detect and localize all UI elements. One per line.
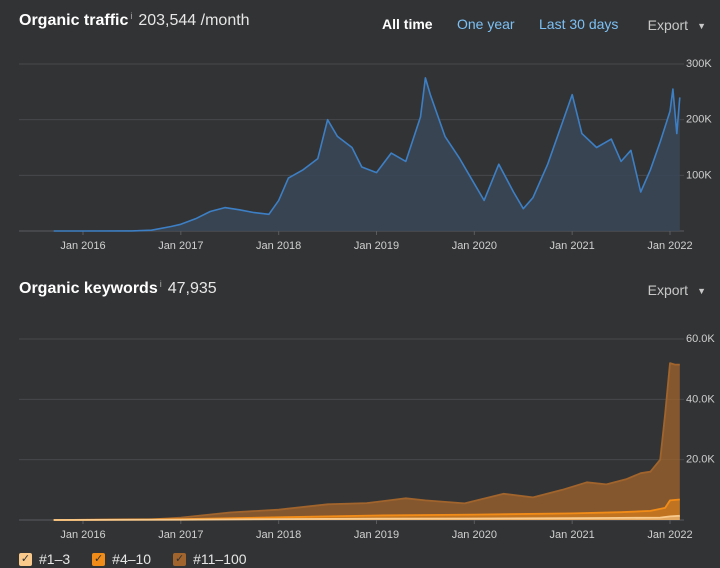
range-all-time[interactable]: All time: [382, 16, 433, 32]
x-tick-label: Jan 2022: [647, 529, 692, 541]
x-tick-label: Jan 2022: [647, 240, 692, 252]
traffic-value: 203,544 /month: [138, 12, 250, 29]
keywords-header: Organic keywords i 47,935: [19, 279, 217, 308]
x-tick-label: Jan 2019: [354, 240, 399, 252]
legend-label: #4–10: [112, 551, 152, 567]
keywords-chart: 20.0K 40.0K 60.0K Jan 2016 Jan 2017 Jan 2018 J…: [19, 333, 715, 541]
x-tick-label: Jan 2021: [550, 240, 595, 252]
traffic-chart: 100K 200K 300K Jan 2016 Jan 2017 Jan 2018 Jan …: [19, 58, 712, 252]
x-tick-label: Jan 2021: [550, 529, 595, 541]
legend-label: #1–3: [39, 551, 71, 567]
x-tick-label: Jan 2018: [256, 240, 301, 252]
x-tick-label: Jan 2018: [256, 529, 301, 541]
traffic-area: [53, 77, 680, 232]
x-tick-label: Jan 2016: [60, 240, 105, 252]
info-icon[interactable]: i: [130, 11, 133, 21]
y-tick-label: 300K: [686, 58, 712, 70]
traffic-export-label: Export: [647, 17, 689, 33]
x-tick-label: Jan 2017: [158, 529, 203, 541]
info-icon[interactable]: i: [159, 279, 162, 289]
legend-item-rank-4-10[interactable]: ✓ #4–10: [92, 551, 151, 567]
area-rank-4-10-line: [53, 498, 680, 521]
x-tick-label: Jan 2016: [60, 529, 105, 541]
y-tick-label: 100K: [686, 169, 712, 181]
x-tick-label: Jan 2017: [158, 240, 203, 252]
range-one-year[interactable]: One year: [457, 16, 515, 32]
traffic-line: [53, 77, 681, 232]
x-tick-label: Jan 2020: [452, 240, 497, 252]
checkbox-checked-icon[interactable]: ✓: [173, 552, 187, 566]
checkbox-checked-icon[interactable]: ✓: [92, 552, 106, 566]
x-tick-label: Jan 2020: [452, 529, 497, 541]
chevron-down-icon: ▼: [697, 21, 706, 31]
area-rank-11-100-line: [53, 362, 680, 521]
area-rank-11-100: [53, 363, 680, 520]
legend-item-rank-11-100[interactable]: ✓ #11–100: [173, 551, 247, 567]
legend-label: #11–100: [193, 551, 247, 567]
range-last-30-days[interactable]: Last 30 days: [539, 16, 619, 32]
chevron-down-icon: ▼: [697, 286, 706, 296]
x-tick-label: Jan 2019: [354, 529, 399, 541]
legend-item-rank-1-3[interactable]: ✓ #1–3: [19, 551, 70, 567]
traffic-title: Organic traffic: [19, 12, 129, 29]
keywords-export-label: Export: [647, 282, 689, 298]
traffic-header: Organic traffic i 203,544 /month: [19, 11, 250, 40]
y-tick-label: 60.0K: [686, 333, 715, 345]
traffic-export-button[interactable]: Export ▼: [648, 17, 706, 33]
keywords-legend: ✓ #1–3 ✓ #4–10 ✓ #11–100: [19, 551, 247, 567]
checkbox-checked-icon[interactable]: ✓: [19, 552, 32, 566]
y-tick-label: 20.0K: [686, 454, 715, 466]
keywords-export-button[interactable]: Export ▼: [648, 282, 706, 298]
y-tick-label: 40.0K: [686, 393, 715, 405]
keywords-title: Organic keywords: [19, 280, 158, 297]
keywords-value: 47,935: [167, 280, 217, 297]
area-rank-1-3-line: [53, 514, 680, 521]
y-tick-label: 200K: [686, 114, 712, 126]
